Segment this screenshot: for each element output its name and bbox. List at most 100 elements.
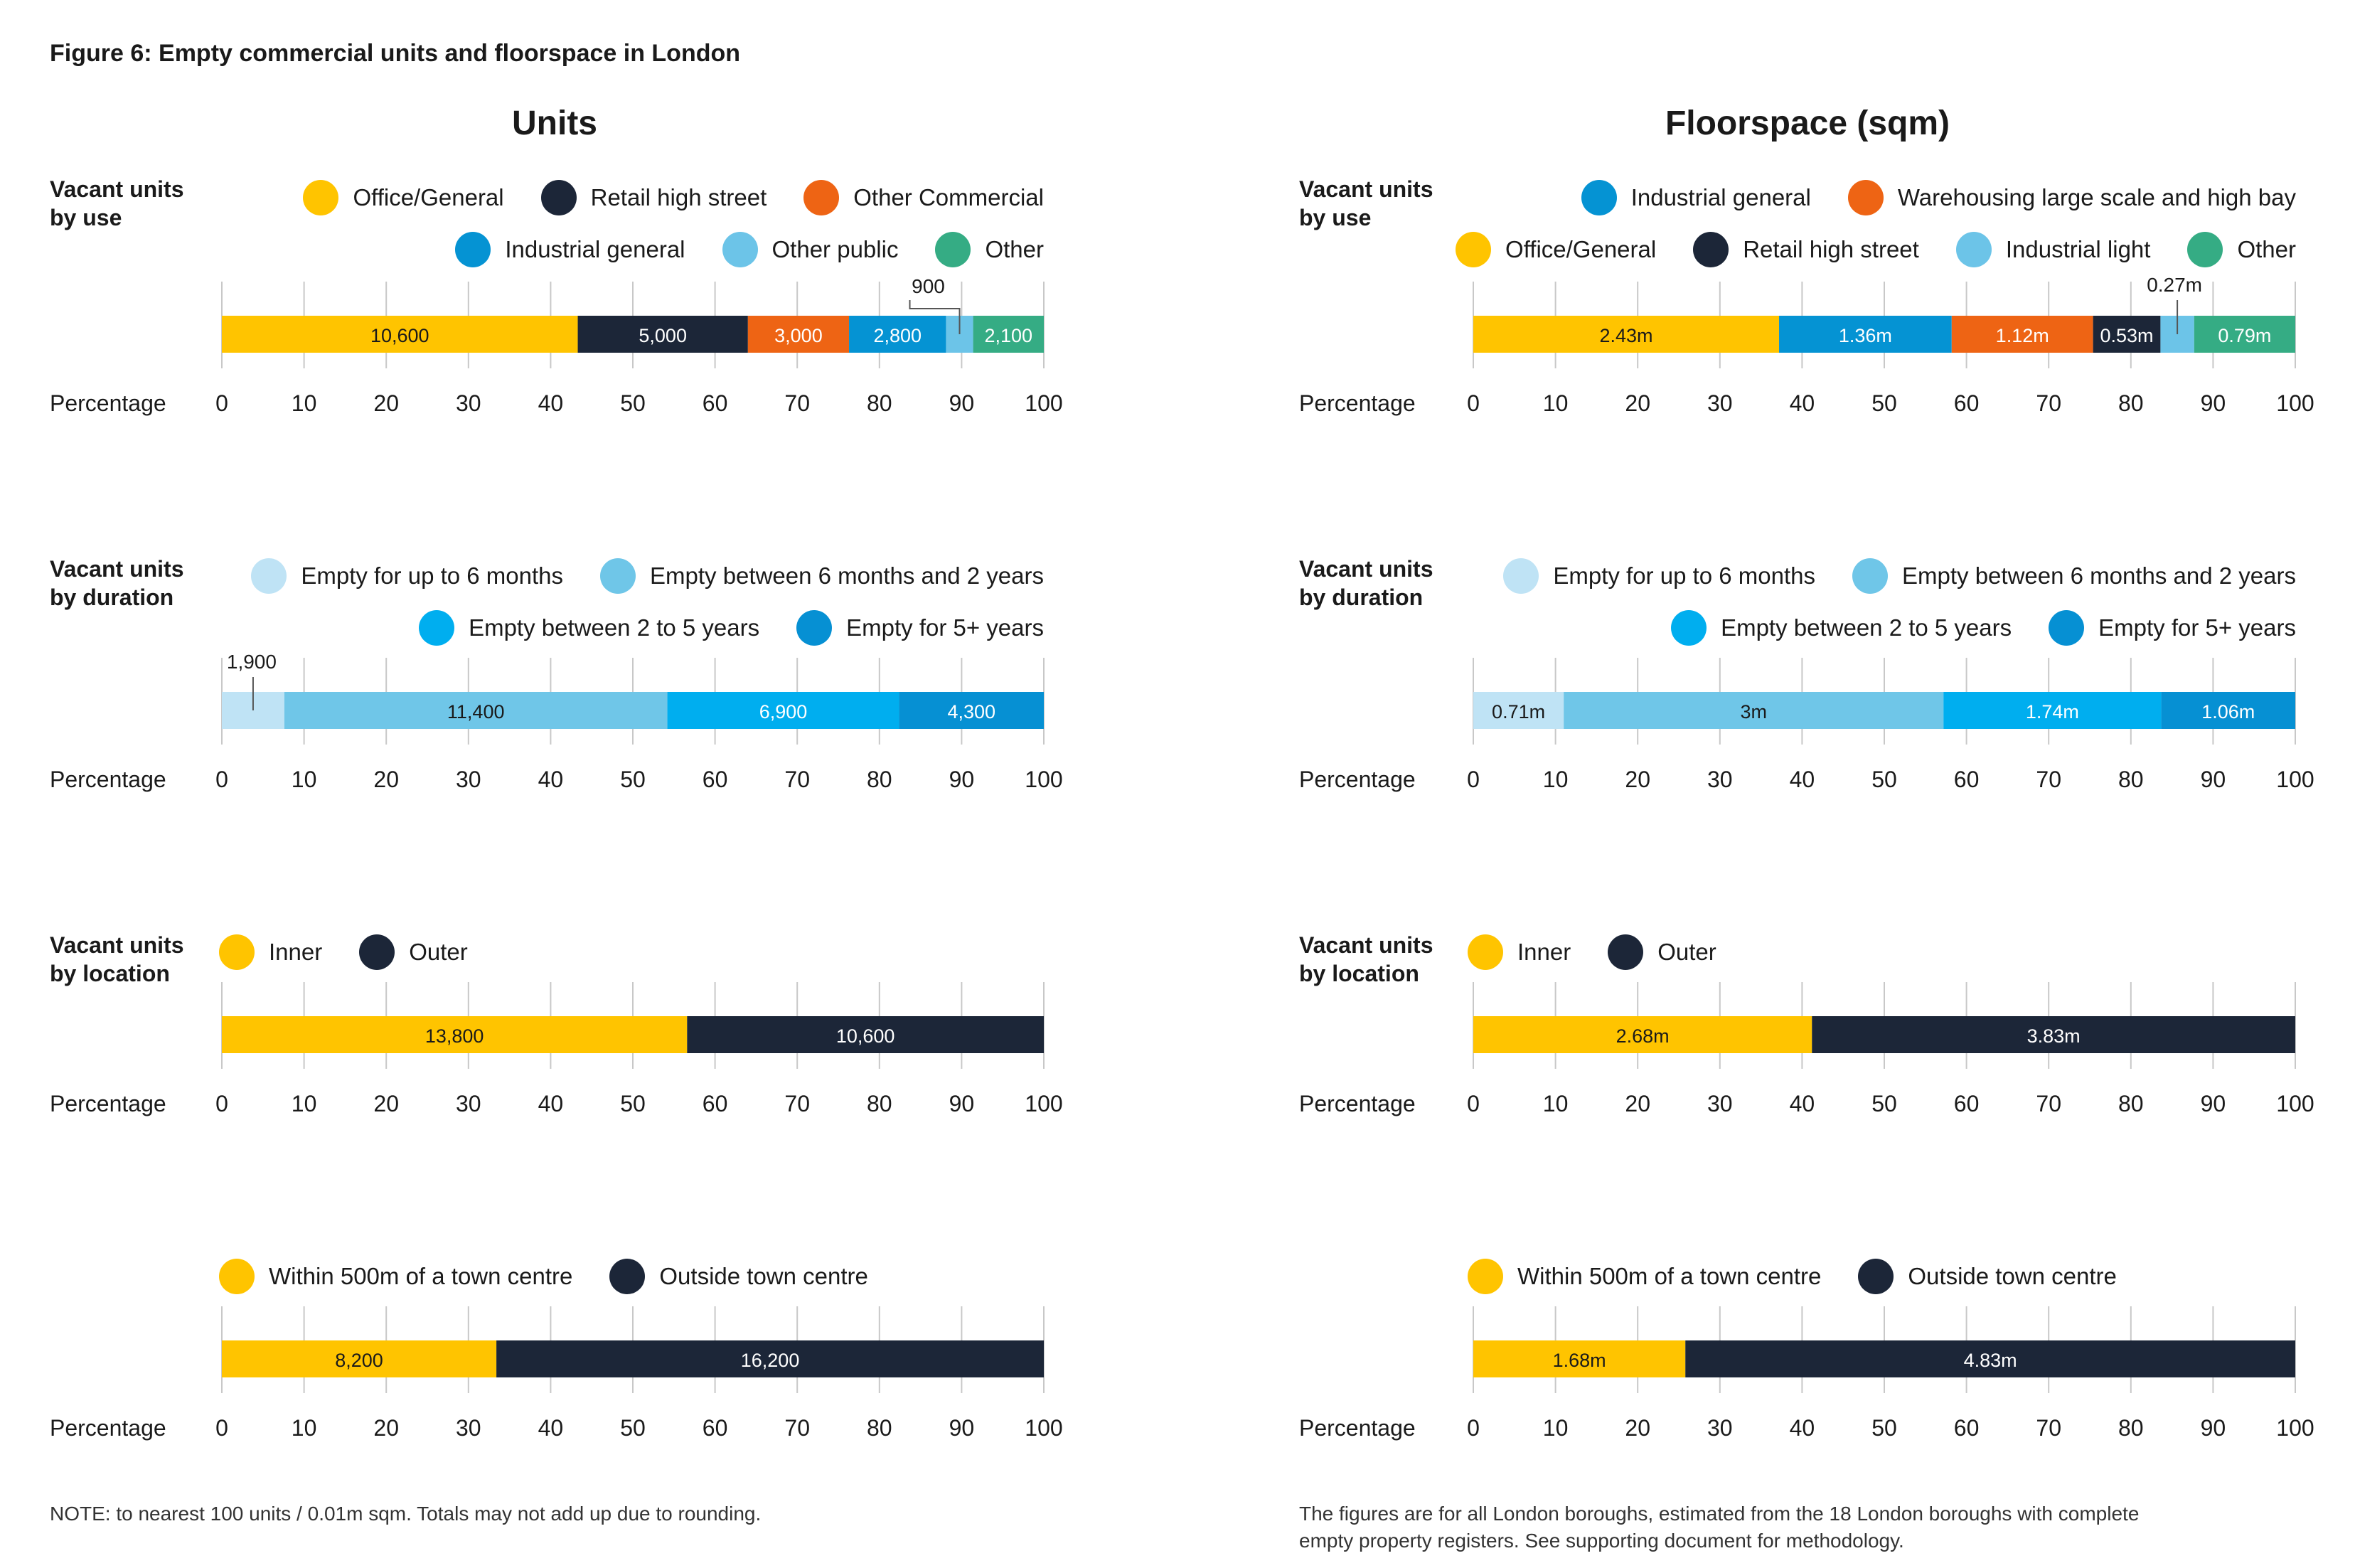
legend: Empty for up to 6 months Empty between 6 … (1503, 555, 2296, 597)
legend-label: Other (2237, 236, 2296, 262)
data-label-outer: 10,600 (836, 1025, 895, 1047)
legend-item-empty-between-2-to-5-years: Empty between 2 to 5 years (419, 610, 759, 646)
bar-segment-empty-for-5-years (899, 692, 1044, 729)
legend-swatch (251, 558, 287, 594)
tick-label: 30 (456, 390, 481, 416)
tick-label: 40 (1790, 1091, 1815, 1116)
axis-label: Percentage (1299, 1415, 1416, 1441)
tick-label: 50 (620, 390, 646, 416)
tick-label: 0 (1467, 390, 1480, 416)
tick-label: 50 (1871, 767, 1897, 792)
legend-item-retail-high-street: Retail high street (1693, 232, 1919, 267)
legend-label: Industrial light (2005, 236, 2151, 262)
tick-label: 100 (1025, 1415, 1062, 1441)
tick-label: 90 (949, 1091, 975, 1116)
legend-item-other: Other (935, 232, 1044, 267)
tick-label: 0 (215, 1415, 228, 1441)
legend-label: Empty for 5+ years (2098, 614, 2296, 641)
tick-label: 70 (784, 390, 810, 416)
bar-segment-empty-between-2-to-5-years (1943, 692, 2162, 729)
bar-segment-office-general (1473, 316, 1780, 353)
legend-label: Outside town centre (659, 1263, 868, 1289)
floor-location-label: Vacant units by location (1299, 932, 1433, 986)
legend-swatch (803, 180, 840, 215)
data-label-within-500m-of-a-town-centre: 8,200 (335, 1350, 383, 1371)
data-label-industrial-general: 2,800 (873, 325, 922, 346)
tick-label: 20 (373, 1415, 399, 1441)
bar-segment-empty-between-6-months-and-2-years (284, 692, 668, 729)
legend-swatch (600, 558, 636, 594)
legend-swatch (540, 180, 577, 215)
legend-swatch (722, 232, 758, 267)
tick-label: 100 (1025, 1091, 1062, 1116)
tick-label: 80 (2118, 390, 2144, 416)
data-label-retail-high-street: 0.53m (2100, 325, 2153, 346)
tick-label: 20 (1625, 1415, 1650, 1441)
tick-label: 0 (1467, 767, 1480, 792)
bar-segment-empty-between-2-to-5-years (667, 692, 899, 729)
tick-label: 30 (1707, 1415, 1733, 1441)
tick-label: 90 (949, 1415, 975, 1441)
legend-item-industrial-general: Industrial general (1581, 180, 1811, 215)
tick-label: 10 (1543, 1091, 1569, 1116)
tick-label: 80 (867, 1091, 892, 1116)
tick-label: 0 (215, 1091, 228, 1116)
bar-segment-within-500m-of-a-town-centre (222, 1340, 497, 1377)
legend-swatch (455, 232, 491, 267)
bar-segment-outside-town-centre (496, 1340, 1044, 1377)
units-duration-label: Vacant units by duration (50, 556, 184, 610)
legend-label: Other (985, 236, 1044, 262)
legend-label: Inner (269, 939, 323, 965)
legend-swatch (1671, 610, 1707, 646)
legend-item-retail-high-street: Retail high street (540, 180, 767, 215)
tick-label: 10 (1543, 767, 1569, 792)
legend-label: Other public (771, 236, 899, 262)
methodology-note-line-2: empty property registers. See supporting… (1299, 1530, 1904, 1552)
tick-label: 40 (538, 1091, 564, 1116)
legend: Office/General Retail high street Industri… (1456, 228, 2296, 271)
tick-label: 30 (1707, 767, 1733, 792)
legend-item-within-500m-of-a-town-centre: Within 500m of a town centre (1468, 1259, 1821, 1294)
tick-label: 80 (867, 767, 892, 792)
legend-swatch (2187, 232, 2223, 267)
legend-label: Inner (1517, 939, 1571, 965)
legend-label: Empty for up to 6 months (301, 562, 564, 589)
tick-label: 60 (1954, 1415, 1980, 1441)
axis-label: Percentage (1299, 390, 1416, 416)
tick-label: 100 (2276, 1415, 2314, 1441)
tick-label: 50 (620, 767, 646, 792)
units-use-label: Vacant units by use (50, 176, 184, 230)
legend-swatch (303, 180, 339, 215)
tick-label: 50 (1871, 1091, 1897, 1116)
tick-label: 10 (1543, 1415, 1569, 1441)
tick-label: 30 (456, 767, 481, 792)
data-label-other-public: 900 (912, 275, 945, 297)
legend-label: Retail high street (590, 184, 767, 210)
tick-label: 10 (292, 1415, 317, 1441)
bar-segment-industrial-general (849, 316, 946, 353)
bar-segment-empty-for-up-to-6-months (1473, 692, 1564, 729)
tick-label: 50 (620, 1091, 646, 1116)
tick-label: 0 (215, 390, 228, 416)
bar-segment-retail-high-street (2093, 316, 2161, 353)
methodology-note-line-1: The figures are for all London boroughs,… (1299, 1503, 2140, 1525)
tick-label: 70 (2036, 767, 2061, 792)
legend-swatch (1693, 232, 1729, 267)
tick-label: 40 (538, 390, 564, 416)
bar-segment-outer (687, 1016, 1044, 1053)
tick-label: 90 (2201, 1415, 2226, 1441)
legend-item-empty-for-up-to-6-months: Empty for up to 6 months (251, 558, 563, 594)
legend-label: Outer (1657, 939, 1716, 965)
tick-label: 40 (1790, 1415, 1815, 1441)
bar-segment-office-general (222, 316, 578, 353)
tick-label: 10 (292, 390, 317, 416)
bar-segment-inner (1473, 1016, 1812, 1053)
bar-segment-other (2194, 316, 2295, 353)
legend-label: Within 500m of a town centre (1517, 1263, 1822, 1289)
data-label-empty-between-6-months-and-2-years: 11,400 (447, 701, 505, 722)
legend-swatch (2049, 610, 2085, 646)
legend-item-industrial-general: Industrial general (455, 232, 685, 267)
tick-label: 80 (867, 390, 892, 416)
tick-label: 90 (2201, 1091, 2226, 1116)
